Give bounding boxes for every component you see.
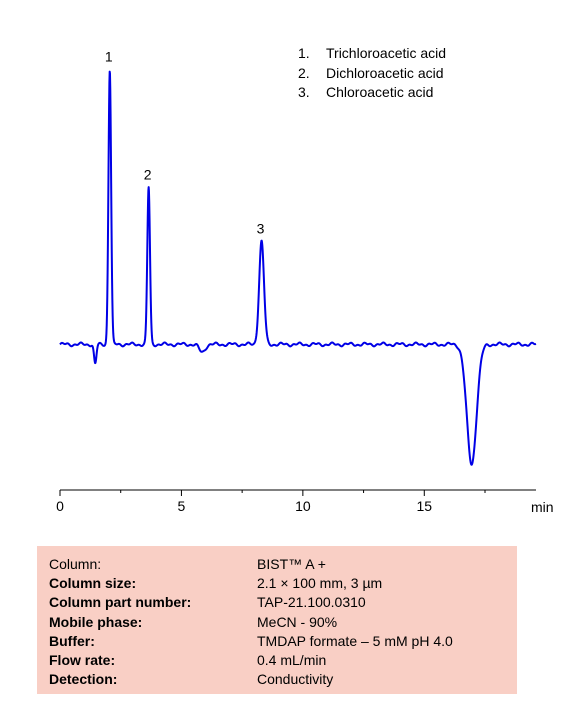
method-conditions-box: Column: BIST™ A + Column size: 2.1 × 100…: [37, 546, 517, 694]
peak-label: 2: [144, 166, 152, 182]
x-tick-label: 15: [416, 498, 432, 514]
condition-value: MeCN - 90%: [257, 613, 338, 630]
condition-row: Column: BIST™ A +: [49, 555, 517, 574]
condition-row: Buffer: TMDAP formate – 5 mM pH 4.0: [49, 632, 517, 651]
legend-compound: Chloroacetic acid: [326, 84, 434, 100]
legend-number: 1.: [298, 45, 310, 61]
peak-label: 1: [105, 49, 113, 65]
condition-label: Column size:: [49, 575, 137, 592]
condition-value: 2.1 × 100 mm, 3 µm: [257, 575, 383, 592]
legend-number: 3.: [298, 84, 310, 100]
condition-row: Column size: 2.1 × 100 mm, 3 µm: [49, 574, 517, 593]
peak-labels: 1 2 3: [105, 49, 265, 237]
legend-item: 2. Dichloroacetic acid: [298, 64, 446, 84]
chromatogram-trace: [59, 70, 537, 466]
x-tick-label: 5: [178, 498, 186, 514]
x-axis-ticks: 0 5 10 15: [56, 490, 486, 514]
x-axis-label: min: [531, 499, 554, 515]
condition-row: Column part number: TAP-21.100.0310: [49, 593, 517, 612]
condition-value: Conductivity: [257, 671, 334, 688]
legend-number: 2.: [298, 64, 310, 81]
chromatogram-line: [59, 70, 537, 466]
x-tick-label: 10: [295, 498, 311, 514]
legend-compound: Dichloroacetic acid: [326, 64, 444, 81]
condition-value: TMDAP formate – 5 mM pH 4.0: [257, 632, 453, 649]
legend-item: 3. Chloroacetic acid: [298, 83, 446, 103]
condition-value: 0.4 mL/min: [257, 652, 327, 669]
condition-row: Flow rate: 0.4 mL/min: [49, 651, 517, 670]
condition-label: Flow rate:: [49, 652, 116, 669]
legend-item: 1. Trichloroacetic acid: [298, 44, 446, 64]
condition-row: Detection: Conductivity: [49, 670, 517, 689]
legend-compound: Trichloroacetic acid: [326, 45, 447, 61]
condition-label: Column:: [49, 556, 102, 572]
condition-value: TAP-21.100.0310: [257, 594, 366, 611]
condition-row: Mobile phase: MeCN - 90%: [49, 613, 517, 632]
condition-label: Mobile phase:: [49, 613, 143, 630]
chromatogram-chart: 0 5 10 15 min 1 2 3: [56, 49, 554, 515]
peak-legend: 1. Trichloroacetic acid 2. Dichloroaceti…: [298, 44, 446, 103]
condition-label: Detection:: [49, 671, 118, 688]
x-tick-label: 0: [56, 498, 64, 514]
condition-label: Buffer:: [49, 632, 95, 649]
condition-label: Column part number:: [49, 594, 192, 611]
peak-label: 3: [257, 220, 265, 236]
condition-value: BIST™ A +: [257, 556, 326, 572]
